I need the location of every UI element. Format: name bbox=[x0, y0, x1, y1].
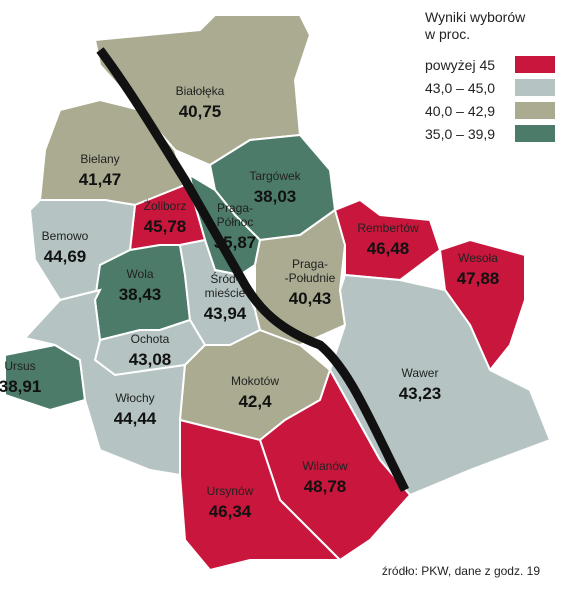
district-value: 38,91 bbox=[0, 377, 41, 396]
district-value: 42,4 bbox=[238, 392, 272, 411]
district-value: 35,87 bbox=[214, 233, 257, 252]
district-name: Ochota bbox=[131, 332, 170, 346]
legend-label: 35,0 – 39,9 bbox=[425, 126, 495, 142]
district-name: mieście bbox=[205, 286, 246, 300]
legend-title: Wyniki wyborów bbox=[425, 9, 526, 25]
legend-swatch bbox=[515, 56, 555, 73]
district-name: -Południe bbox=[285, 271, 336, 285]
legend-swatch bbox=[515, 125, 555, 142]
district-name: Północ bbox=[217, 215, 254, 229]
source: źródło: PKW, dane z godz. 19 bbox=[382, 564, 540, 578]
district-value: 43,23 bbox=[399, 384, 442, 403]
district-value: 46,48 bbox=[367, 239, 410, 258]
legend-label: 43,0 – 45,0 bbox=[425, 80, 495, 96]
legend-title: w proc. bbox=[424, 26, 470, 42]
legend-swatch bbox=[515, 102, 555, 119]
district-name: Ursynów bbox=[207, 484, 254, 498]
district-value: 44,69 bbox=[44, 247, 87, 266]
district-name: Wesoła bbox=[458, 251, 498, 265]
district-name: Bemowo bbox=[42, 229, 89, 243]
legend-label: 40,0 – 42,9 bbox=[425, 103, 495, 119]
district-value: 45,78 bbox=[144, 217, 187, 236]
district-value: 47,88 bbox=[457, 269, 500, 288]
district-value: 40,75 bbox=[179, 102, 222, 121]
district-name: Rembertów bbox=[357, 221, 419, 235]
river bbox=[96, 47, 410, 493]
district-value: 43,08 bbox=[129, 350, 172, 369]
district-name: Śród- bbox=[210, 271, 239, 286]
district-value: 40,43 bbox=[289, 289, 332, 308]
district-name: Ursus bbox=[4, 359, 35, 373]
district-name: Praga- bbox=[217, 201, 253, 215]
districts bbox=[4, 14, 552, 572]
district-value: 48,78 bbox=[304, 477, 347, 496]
district-value: 41,47 bbox=[79, 170, 122, 189]
district-name: Wilanów bbox=[302, 459, 348, 473]
district-name: Białołęka bbox=[176, 84, 225, 98]
district-name: Wawer bbox=[402, 366, 439, 380]
legend-label: powyżej 45 bbox=[425, 57, 495, 73]
district-value: 43,94 bbox=[204, 304, 247, 323]
district bbox=[179, 418, 343, 572]
district-name: Bielany bbox=[80, 152, 119, 166]
district-name: Mokotów bbox=[231, 374, 279, 388]
district-value: 38,43 bbox=[119, 285, 162, 304]
district-name: Żoliborz bbox=[144, 199, 187, 213]
district-value: 38,03 bbox=[254, 187, 297, 206]
district-name: Wola bbox=[126, 267, 153, 281]
district-name: Targówek bbox=[249, 169, 301, 183]
district-value: 44,44 bbox=[114, 409, 157, 428]
legend-swatch bbox=[515, 79, 555, 96]
district-value: 46,34 bbox=[209, 502, 252, 521]
district-name: Włochy bbox=[115, 391, 154, 405]
district-name: Praga- bbox=[292, 257, 328, 271]
